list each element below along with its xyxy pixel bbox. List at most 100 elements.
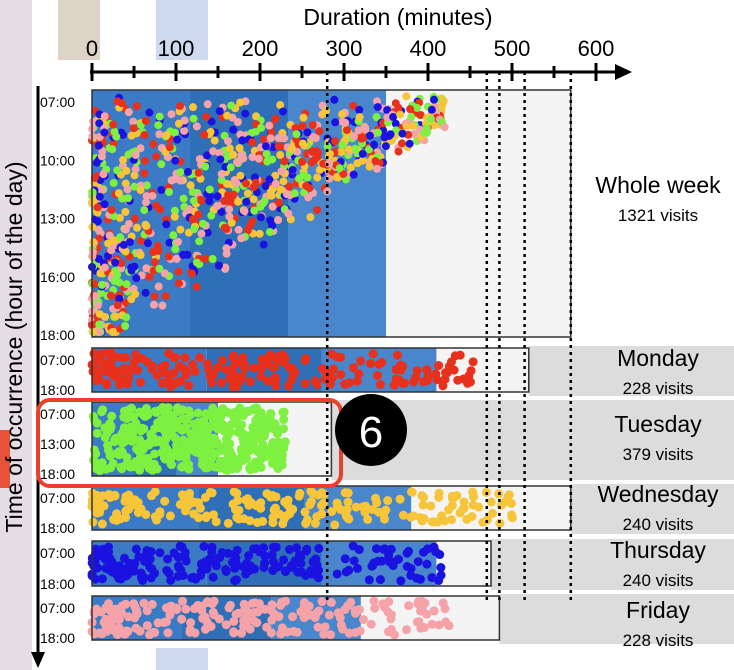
data-point — [292, 543, 302, 553]
data-point — [136, 144, 145, 153]
data-point — [109, 514, 119, 524]
data-point — [188, 360, 198, 370]
data-point — [100, 128, 109, 137]
data-point — [388, 561, 398, 571]
data-point — [164, 375, 174, 385]
data-point — [99, 363, 109, 373]
data-point — [271, 492, 281, 502]
data-point — [295, 174, 304, 183]
data-point — [155, 264, 164, 273]
data-point — [339, 169, 348, 178]
data-point — [323, 142, 332, 151]
data-point — [160, 269, 169, 278]
data-point — [315, 165, 324, 174]
data-point — [141, 156, 150, 165]
data-point — [220, 197, 229, 206]
data-point — [93, 301, 102, 310]
panel-monday: 07:00 18:00 Monday 228 visits — [40, 345, 699, 398]
data-point — [136, 251, 145, 260]
data-point — [158, 301, 167, 310]
data-point — [243, 609, 253, 619]
data-point — [167, 176, 176, 185]
data-point — [116, 462, 126, 472]
data-point — [462, 514, 472, 524]
data-point — [178, 596, 188, 606]
data-point — [307, 569, 317, 579]
data-point — [336, 620, 346, 630]
data-point — [379, 509, 389, 519]
data-point — [122, 166, 131, 175]
data-point — [190, 366, 200, 376]
data-point — [197, 229, 206, 238]
data-point — [99, 170, 108, 179]
data-point — [132, 101, 141, 110]
x-tick-label-400: 400 — [410, 36, 447, 61]
data-point — [184, 464, 194, 474]
data-point — [373, 164, 382, 173]
y-tick-label: 10:00 — [40, 152, 75, 168]
data-point — [126, 410, 136, 420]
data-point — [116, 352, 126, 362]
data-point — [275, 198, 284, 207]
data-point — [95, 328, 104, 336]
data-point — [119, 130, 128, 139]
left-background-strip — [0, 0, 32, 670]
data-point — [452, 491, 462, 501]
data-point — [306, 486, 316, 496]
data-point — [250, 598, 260, 608]
data-point — [203, 447, 213, 457]
data-point — [349, 101, 358, 110]
data-point — [137, 423, 147, 433]
data-point — [95, 119, 104, 128]
data-point — [353, 159, 362, 168]
data-point — [237, 151, 246, 160]
data-point — [186, 181, 195, 190]
panels: 07:00 10:00 13:00 16:00 18:00 Whole week 1321 … — [40, 89, 721, 650]
data-point — [324, 610, 334, 620]
data-point — [143, 239, 152, 248]
data-point — [150, 300, 159, 309]
data-point — [89, 238, 98, 247]
data-point — [371, 157, 380, 166]
data-point — [315, 127, 324, 136]
data-point — [174, 423, 184, 433]
data-point — [263, 359, 273, 369]
data-point — [261, 142, 270, 151]
data-point — [130, 262, 139, 271]
data-point — [373, 128, 382, 137]
data-point — [202, 112, 211, 121]
data-point — [248, 138, 257, 147]
data-point — [444, 505, 454, 515]
data-point — [228, 499, 238, 509]
data-point — [185, 205, 194, 214]
data-point — [152, 152, 161, 161]
data-point — [350, 605, 360, 615]
data-point — [278, 350, 288, 360]
y-tick-label: 18:00 — [40, 382, 75, 398]
data-point — [229, 190, 238, 199]
data-point — [223, 136, 232, 145]
data-point — [154, 121, 163, 130]
data-point — [127, 295, 136, 304]
data-point — [95, 350, 105, 360]
data-point — [208, 510, 218, 520]
data-point — [299, 113, 308, 122]
data-point — [215, 107, 224, 116]
data-point — [300, 356, 310, 366]
data-point — [221, 263, 230, 272]
data-point — [218, 355, 228, 365]
data-point — [263, 376, 273, 386]
data-point — [196, 174, 205, 183]
data-point — [105, 558, 115, 568]
data-point — [341, 118, 350, 127]
data-point — [208, 403, 218, 413]
data-point — [123, 491, 133, 501]
data-point — [418, 500, 428, 510]
data-point — [434, 492, 444, 502]
data-point — [319, 629, 329, 639]
data-point — [231, 413, 241, 423]
data-point — [375, 575, 385, 585]
data-point — [180, 126, 189, 135]
data-point — [130, 495, 140, 505]
data-point — [140, 169, 149, 178]
